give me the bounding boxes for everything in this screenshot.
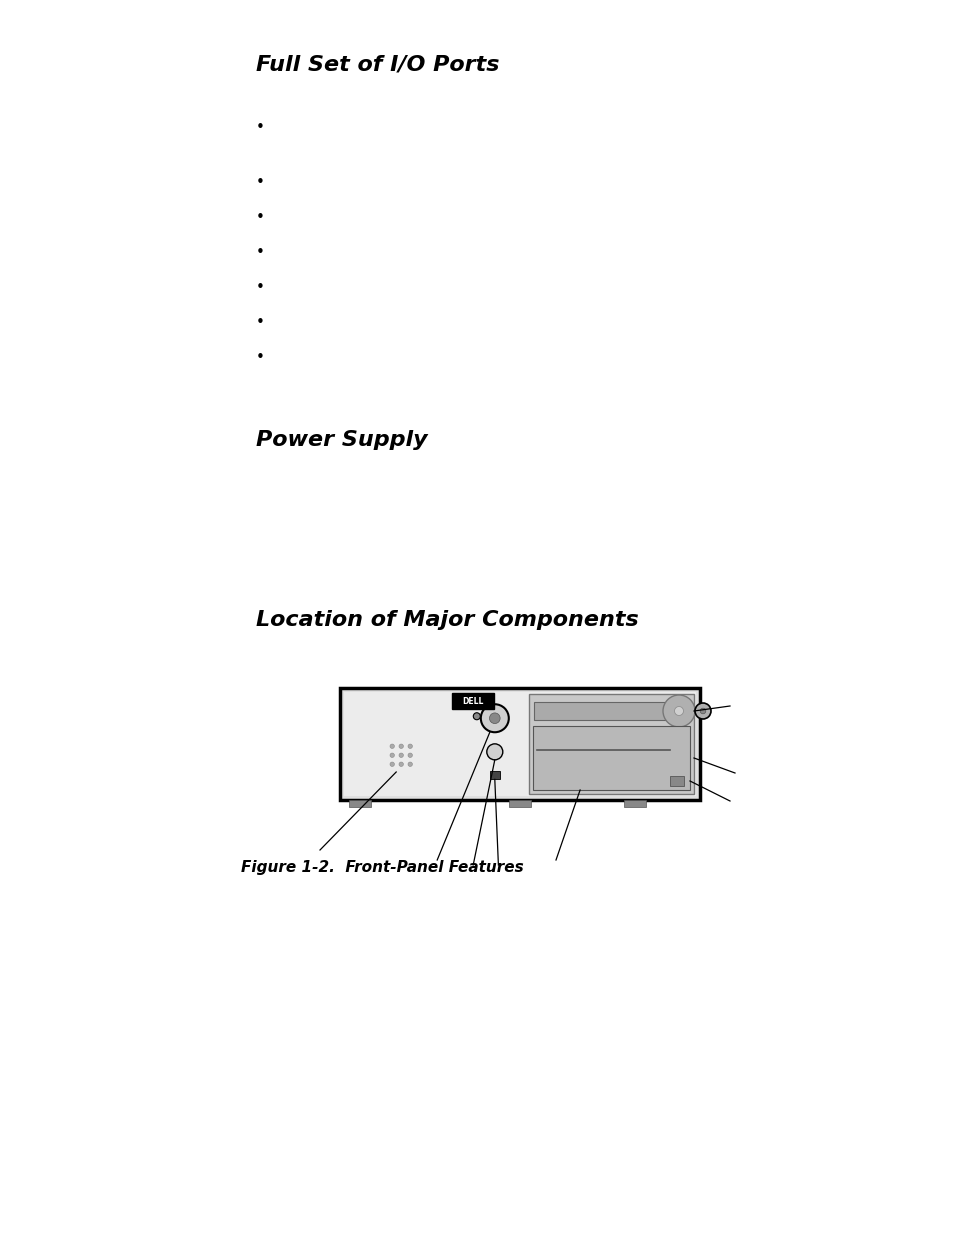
Bar	[344, 692, 696, 797]
Circle shape	[390, 762, 394, 767]
Circle shape	[398, 743, 403, 748]
Bar	[534, 701, 671, 720]
Bar	[669, 776, 683, 785]
Circle shape	[390, 753, 394, 757]
Circle shape	[695, 703, 710, 719]
Text: •: •	[255, 280, 264, 295]
Circle shape	[408, 753, 412, 757]
Text: •: •	[255, 315, 264, 330]
Text: •: •	[255, 210, 264, 225]
Text: •: •	[255, 245, 264, 261]
Circle shape	[489, 713, 499, 724]
Text: •: •	[255, 120, 264, 135]
Bar	[489, 772, 499, 779]
Bar	[533, 726, 689, 790]
Circle shape	[473, 713, 479, 720]
Text: •: •	[255, 175, 264, 190]
Text: DELL: DELL	[461, 697, 483, 705]
Bar	[623, 800, 645, 806]
Bar	[451, 693, 493, 709]
Circle shape	[662, 695, 695, 727]
Text: •: •	[255, 350, 264, 366]
Text: Location of Major Components: Location of Major Components	[255, 610, 638, 630]
Bar	[349, 800, 371, 806]
Circle shape	[398, 753, 403, 757]
Bar	[509, 800, 531, 806]
Circle shape	[398, 762, 403, 767]
Circle shape	[390, 743, 394, 748]
Text: Figure 1-2.  Front-Panel Features: Figure 1-2. Front-Panel Features	[240, 860, 523, 876]
Bar	[339, 688, 700, 800]
Circle shape	[486, 743, 502, 760]
Text: Power Supply: Power Supply	[255, 430, 427, 450]
Circle shape	[480, 704, 508, 732]
Text: Full Set of I/O Ports: Full Set of I/O Ports	[255, 56, 498, 75]
Circle shape	[408, 762, 412, 767]
Circle shape	[408, 743, 412, 748]
Circle shape	[700, 708, 705, 714]
Circle shape	[674, 706, 682, 715]
Bar	[529, 694, 693, 794]
